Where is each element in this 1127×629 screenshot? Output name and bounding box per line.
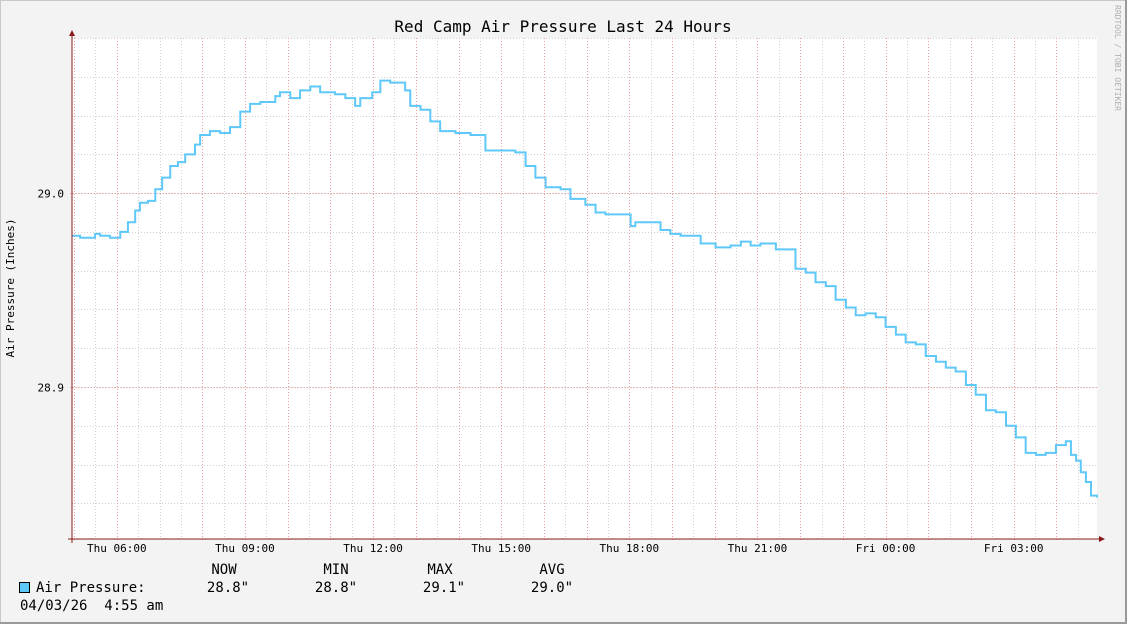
x-tick-label: Fri 00:00 xyxy=(856,542,916,555)
y-axis-arrow-icon xyxy=(69,30,75,36)
legend-swatch xyxy=(19,582,30,593)
tick-labels: 28.9 29.0 Thu 06:00 Thu 09:00 Thu 12:00 Thu 1… xyxy=(38,188,1044,556)
series-line-air-pressure xyxy=(72,79,1098,498)
plot-area xyxy=(72,38,1097,539)
legend-series-label: Air Pressure: xyxy=(36,580,146,596)
x-tick-label: Thu 15:00 xyxy=(471,542,531,555)
legend-header-min: MIN xyxy=(323,562,348,578)
legend-timestamp: 04/03/26 4:55 am xyxy=(20,598,163,614)
x-tick-label: Thu 09:00 xyxy=(215,542,275,555)
y-tick-label: 29.0 xyxy=(38,188,65,201)
x-tick-label: Fri 03:00 xyxy=(984,542,1044,555)
legend-value-min: 28.8" xyxy=(315,580,357,596)
legend-value-max: 29.1" xyxy=(423,580,465,596)
rrdtool-credit: RRDTOOL / TOBI OETIKER xyxy=(1113,5,1122,111)
grid xyxy=(70,38,1097,541)
y-axis-label: Air Pressure (Inches) xyxy=(4,218,17,357)
x-tick-label: Thu 18:00 xyxy=(600,542,660,555)
legend-value-now: 28.8" xyxy=(207,580,249,596)
legend-header-max: MAX xyxy=(427,562,453,578)
y-tick-label: 28.9 xyxy=(38,382,65,395)
legend-header-avg: AVG xyxy=(539,562,564,578)
x-tick-label: Thu 12:00 xyxy=(343,542,403,555)
legend-header-now: NOW xyxy=(211,562,237,578)
chart-title: Red Camp Air Pressure Last 24 Hours xyxy=(394,17,731,36)
x-tick-label: Thu 06:00 xyxy=(87,542,147,555)
x-axis-arrow-icon xyxy=(1099,536,1105,542)
legend-value-avg: 29.0" xyxy=(531,580,573,596)
x-tick-label: Thu 21:00 xyxy=(728,542,788,555)
